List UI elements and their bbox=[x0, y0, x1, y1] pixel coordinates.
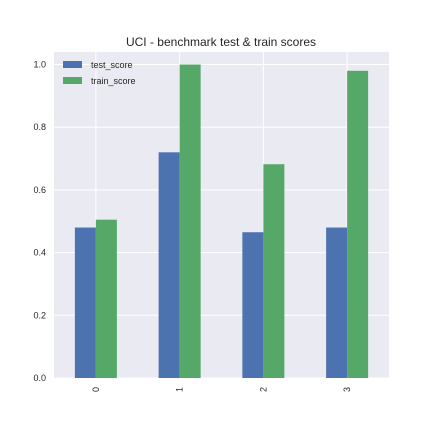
y-tick-label: 0.4 bbox=[33, 248, 46, 258]
x-tick-label: 2 bbox=[258, 387, 268, 392]
x-tick-label: 0 bbox=[91, 387, 101, 392]
bar-train_score-2 bbox=[263, 164, 285, 378]
y-tick-label: 0.0 bbox=[33, 373, 46, 383]
legend-label-test_score: test_score bbox=[91, 60, 133, 70]
y-tick-label: 0.6 bbox=[33, 185, 46, 195]
chart-title: UCI - benchmark test & train scores bbox=[126, 35, 316, 49]
legend-swatch-test_score bbox=[63, 61, 82, 68]
x-tick-label: 3 bbox=[342, 387, 352, 392]
y-axis-ticks: 0.0 0.2 0.4 0.6 0.8 1.0 bbox=[33, 60, 46, 383]
bar-test_score-2 bbox=[242, 232, 264, 378]
y-tick-label: 0.8 bbox=[33, 122, 46, 132]
legend-swatch-train_score bbox=[63, 77, 82, 84]
bar-test_score-3 bbox=[326, 227, 348, 378]
bar-train_score-3 bbox=[347, 70, 369, 379]
bars bbox=[74, 64, 369, 379]
bar-test_score-0 bbox=[74, 227, 96, 378]
y-tick-label: 1.0 bbox=[33, 60, 46, 70]
y-tick-label: 0.2 bbox=[33, 310, 46, 320]
bar-train_score-1 bbox=[179, 64, 201, 379]
legend-label-train_score: train_score bbox=[91, 76, 136, 86]
x-tick-label: 1 bbox=[175, 387, 185, 392]
x-axis-ticks: 0 1 2 3 bbox=[91, 387, 352, 392]
bar-train_score-0 bbox=[95, 219, 117, 378]
bar-test_score-1 bbox=[158, 152, 180, 378]
legend: test_score train_score bbox=[63, 60, 136, 86]
